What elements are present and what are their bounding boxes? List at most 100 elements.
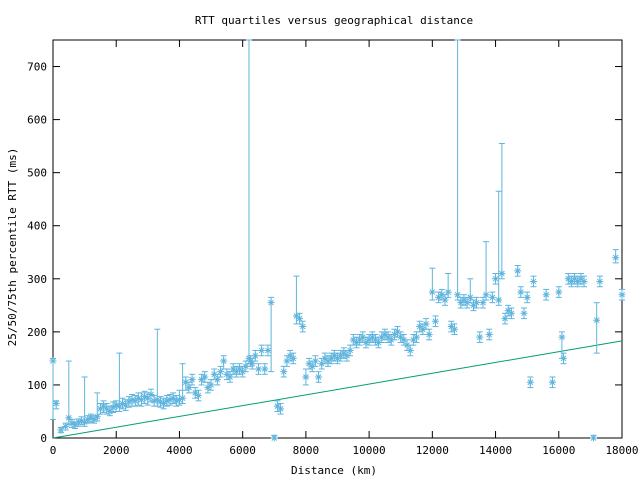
data-point — [109, 401, 117, 414]
data-point — [492, 272, 500, 285]
data-point — [548, 376, 556, 389]
median-star-marker — [334, 354, 341, 362]
data-point — [390, 328, 398, 341]
median-star-marker — [466, 293, 474, 301]
median-star-marker — [57, 426, 65, 434]
median-star-marker — [349, 336, 357, 344]
data-point — [52, 400, 60, 410]
data-point — [435, 291, 443, 304]
median-star-marker — [204, 384, 212, 392]
median-star-marker — [435, 293, 443, 301]
y-tick-label: 300 — [27, 273, 47, 286]
median-star-marker — [324, 357, 332, 365]
median-star-marker — [68, 419, 76, 427]
median-star-marker — [270, 434, 278, 442]
median-star-marker — [381, 331, 389, 339]
data-point — [327, 352, 335, 365]
data-point — [485, 328, 493, 341]
data-point — [156, 396, 164, 408]
median-star-marker — [299, 323, 307, 331]
data-point — [311, 355, 319, 367]
median-star-marker — [501, 315, 509, 323]
y-axis: 0 100 200 300 400 500 600 700 — [27, 61, 622, 445]
median-star-marker — [425, 331, 433, 339]
data-point — [574, 275, 582, 288]
median-star-marker — [185, 384, 193, 392]
median-star-marker — [201, 373, 209, 381]
median-star-marker — [517, 288, 525, 296]
median-star-marker — [352, 338, 360, 346]
data-point — [469, 299, 477, 312]
data-point — [501, 312, 509, 325]
data-point — [172, 395, 180, 407]
median-star-marker — [422, 320, 430, 328]
data-point — [447, 320, 455, 333]
data-point — [261, 363, 269, 375]
median-star-marker — [273, 402, 281, 410]
data-point — [488, 291, 496, 304]
median-star-marker — [390, 331, 398, 339]
median-star-marker — [229, 365, 237, 373]
median-star-marker — [327, 354, 335, 362]
median-star-marker — [245, 354, 253, 362]
data-point — [523, 291, 531, 304]
plot-border — [52, 39, 623, 439]
data-point — [466, 278, 474, 304]
data-point — [558, 331, 566, 359]
median-star-marker — [567, 277, 575, 285]
x-axis-label: Distance (km) — [291, 464, 377, 477]
median-star-marker — [593, 316, 601, 324]
data-point — [87, 413, 95, 423]
median-star-marker — [596, 277, 604, 285]
data-point — [270, 434, 278, 442]
median-star-marker — [495, 296, 503, 304]
median-star-marker — [564, 275, 572, 283]
median-star-marker — [337, 352, 345, 360]
x-tick-label: 8000 — [293, 444, 320, 457]
data-point — [454, 39, 462, 301]
data-point — [504, 304, 512, 317]
median-star-marker — [106, 407, 114, 415]
data-point — [103, 403, 111, 415]
median-star-marker — [217, 368, 225, 376]
data-point — [166, 393, 174, 406]
data-point — [517, 286, 525, 298]
median-star-marker — [239, 368, 247, 376]
median-star-marker — [302, 373, 310, 381]
data-point — [381, 328, 389, 341]
data-point — [160, 397, 168, 410]
median-star-marker — [529, 277, 537, 285]
median-star-marker — [232, 368, 240, 376]
data-point — [125, 396, 133, 408]
median-star-marker — [194, 392, 202, 400]
data-point — [119, 397, 127, 410]
median-star-marker — [163, 397, 171, 405]
data-point — [384, 331, 392, 343]
median-star-marker — [115, 402, 123, 410]
data-point — [191, 387, 199, 399]
median-star-marker — [62, 422, 70, 430]
median-star-marker — [156, 398, 164, 406]
data-point — [460, 294, 468, 306]
data-point — [106, 405, 114, 417]
data-point — [128, 393, 136, 407]
median-star-marker — [128, 396, 136, 404]
data-point — [394, 326, 402, 338]
data-point — [226, 371, 234, 383]
data-point — [324, 355, 332, 367]
x-tick-label: 16000 — [542, 444, 575, 457]
median-star-marker — [311, 357, 319, 365]
median-star-marker — [368, 333, 376, 341]
data-point — [179, 363, 187, 405]
median-star-marker — [321, 354, 329, 362]
data-point — [115, 352, 123, 412]
median-star-marker — [138, 396, 146, 404]
data-point — [593, 302, 601, 354]
data-point — [375, 336, 383, 349]
median-star-marker — [520, 309, 528, 317]
median-star-marker — [387, 336, 395, 344]
median-star-marker — [49, 357, 57, 365]
data-point — [141, 390, 149, 405]
median-star-marker — [141, 393, 149, 401]
data-point — [526, 376, 534, 389]
